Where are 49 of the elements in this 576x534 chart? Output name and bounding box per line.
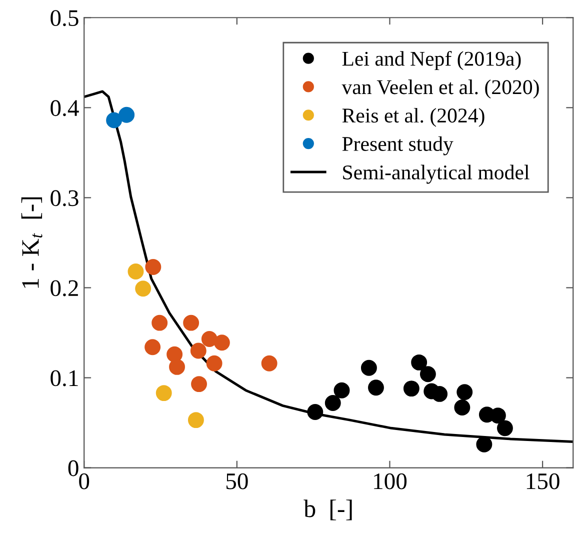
- x-axis-title: b [-]: [304, 500, 352, 520]
- point: [206, 355, 222, 372]
- point: [135, 280, 152, 297]
- point: [490, 408, 506, 424]
- point: [403, 380, 420, 397]
- x-tick-label: 0: [79, 473, 90, 490]
- x-tick-label: 100: [374, 473, 407, 490]
- point: [169, 358, 185, 375]
- point: [118, 106, 135, 123]
- point: [360, 360, 377, 376]
- point: [334, 382, 350, 398]
- point: [191, 376, 207, 392]
- point: [420, 366, 436, 382]
- y-axis-title: 1 - K$_{t}$ [-]: [21, 197, 42, 288]
- point: [432, 386, 448, 402]
- point: [128, 264, 144, 280]
- point: [456, 384, 473, 400]
- point: [152, 314, 168, 331]
- y-tick-label: 0.2: [50, 280, 78, 296]
- legend-label: Reis et al. (2024): [342, 108, 484, 127]
- point: [183, 314, 200, 331]
- point: [411, 354, 428, 370]
- legend-label: Lei and Nepf (2019a): [342, 50, 521, 70]
- y-tick-label: 0: [68, 460, 78, 476]
- point: [190, 342, 206, 359]
- point: [145, 259, 162, 275]
- point: [324, 394, 341, 411]
- point: [454, 399, 470, 416]
- point: [144, 339, 161, 356]
- point: [156, 385, 172, 402]
- point: [166, 346, 183, 362]
- point: [368, 380, 384, 396]
- legend-label: van Veelen et al. (2020): [342, 80, 539, 98]
- point: [261, 355, 278, 372]
- y-tick-label: 0.5: [50, 10, 78, 26]
- y-tick-label: 0.3: [50, 190, 78, 206]
- point: [307, 404, 324, 420]
- point: [214, 334, 230, 351]
- y-tick-label: 0.4: [50, 100, 79, 116]
- x-tick-label: 150: [526, 473, 560, 490]
- point: [201, 331, 218, 348]
- point: [106, 112, 122, 128]
- point: [496, 420, 513, 436]
- legend-label: Present study: [342, 136, 454, 156]
- point: [476, 436, 492, 452]
- y-tick-label: 0.1: [50, 370, 78, 386]
- x-tick-label: 50: [226, 473, 248, 490]
- point: [188, 412, 204, 428]
- legend-label: Semi-analytical model: [343, 164, 530, 184]
